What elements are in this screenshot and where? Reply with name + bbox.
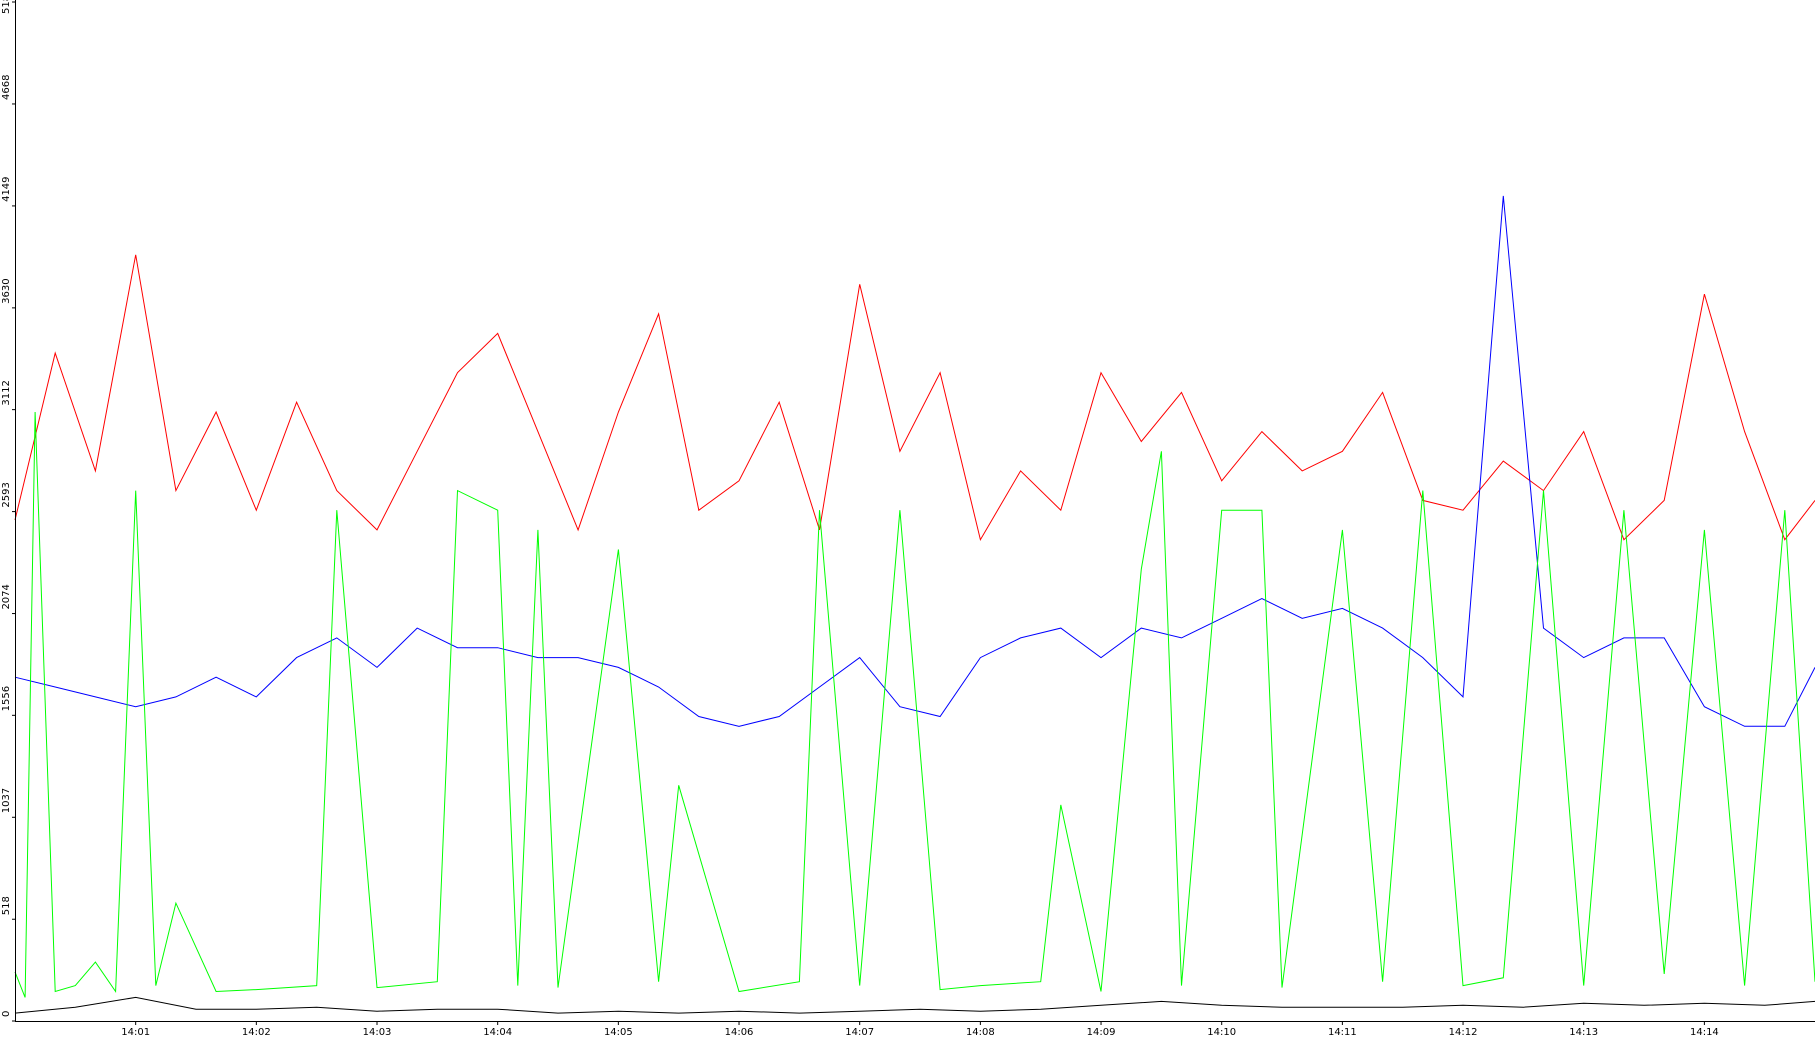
y-tick-label: 1037 xyxy=(1,788,12,813)
x-tick-label: 14:13 xyxy=(1569,1027,1598,1038)
y-tick-label: 5187 xyxy=(1,0,12,14)
x-tick-label: 14:11 xyxy=(1328,1027,1357,1038)
y-tick-label: 2074 xyxy=(1,584,12,609)
series-line-4 xyxy=(14,996,1815,1014)
y-tick-label: 0 xyxy=(1,1011,12,1017)
y-tick-label: 2593 xyxy=(1,482,12,507)
x-tick-label: 14:08 xyxy=(966,1027,995,1038)
y-tick-label: 518 xyxy=(1,896,12,915)
x-axis-ticks: 14:01 14:02 14:03 14:04 14:05 14:06 14:07 14:08… xyxy=(121,1021,1719,1038)
y-tick-label: 4149 xyxy=(1,176,12,201)
series-line-3 xyxy=(14,411,1815,998)
x-tick-label: 14:02 xyxy=(242,1027,271,1038)
series-layer xyxy=(14,195,1815,1014)
x-tick-label: 14:09 xyxy=(1087,1027,1116,1038)
x-tick-label: 14:07 xyxy=(845,1027,874,1038)
x-tick-label: 14:10 xyxy=(1207,1027,1236,1038)
series-line-2 xyxy=(14,195,1815,727)
x-tick-label: 14:01 xyxy=(121,1027,150,1038)
y-axis-ticks: 0 518 1037 1556 2074 2593 3112 3630 4149 4668 5187 xyxy=(1,0,16,1022)
x-tick-label: 14:12 xyxy=(1449,1027,1478,1038)
x-tick-label: 14:03 xyxy=(363,1027,392,1038)
x-tick-label: 14:14 xyxy=(1690,1027,1719,1038)
x-tick-label: 14:05 xyxy=(604,1027,633,1038)
y-tick-label: 3630 xyxy=(1,278,12,303)
y-tick-label: 4668 xyxy=(1,75,12,100)
y-tick-label: 1556 xyxy=(1,686,12,711)
x-tick-label: 14:06 xyxy=(725,1027,754,1038)
y-tick-label: 3112 xyxy=(1,380,12,405)
series-line-1 xyxy=(14,254,1815,542)
x-tick-label: 14:04 xyxy=(483,1027,512,1038)
